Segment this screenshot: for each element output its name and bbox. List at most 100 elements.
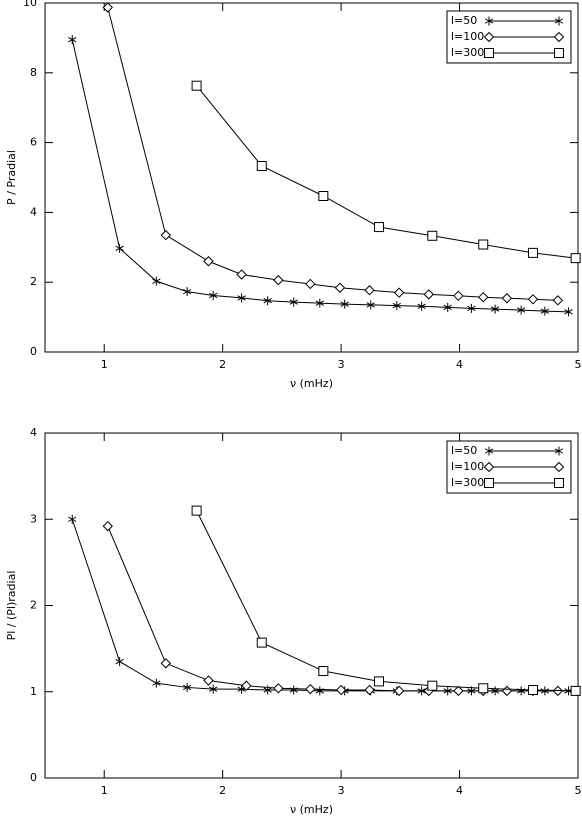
star-stroke bbox=[516, 305, 526, 315]
diamond-shape bbox=[160, 229, 172, 241]
diamond-shape bbox=[478, 291, 489, 303]
diamond-shape bbox=[273, 274, 284, 286]
diamond-marker bbox=[478, 291, 489, 303]
diamond-shape bbox=[483, 31, 495, 43]
star-stroke bbox=[182, 287, 192, 297]
star-stroke bbox=[392, 301, 401, 311]
diamond-shape bbox=[423, 289, 434, 300]
square-marker bbox=[318, 190, 329, 201]
diamond-marker bbox=[423, 289, 434, 300]
x-tick-label: 1 bbox=[101, 784, 108, 797]
star-marker bbox=[490, 304, 500, 314]
star-stroke bbox=[467, 303, 476, 313]
diamond-shape bbox=[305, 683, 316, 695]
diamond-shape bbox=[553, 31, 565, 43]
star-stroke bbox=[68, 35, 77, 45]
y-tick-label: 6 bbox=[30, 136, 37, 149]
square-marker bbox=[427, 230, 438, 241]
square-shape bbox=[527, 247, 538, 258]
diamond-shape bbox=[453, 685, 464, 697]
diamond-shape bbox=[453, 290, 464, 302]
diamond-marker bbox=[364, 684, 375, 696]
diamond-marker bbox=[203, 675, 214, 686]
square-shape bbox=[484, 478, 494, 488]
star-marker bbox=[443, 302, 452, 312]
star-stroke bbox=[152, 678, 161, 688]
star-marker bbox=[152, 678, 161, 688]
star-marker bbox=[417, 301, 426, 311]
square-marker bbox=[191, 80, 202, 91]
diamond-marker bbox=[334, 282, 346, 293]
legend-label: l=100 bbox=[451, 30, 484, 43]
square-marker bbox=[374, 676, 385, 687]
x-tick-label: 5 bbox=[575, 358, 582, 371]
diamond-marker bbox=[483, 31, 495, 43]
diamond-shape bbox=[364, 684, 375, 696]
star-marker bbox=[340, 299, 349, 309]
square-marker bbox=[570, 253, 581, 264]
diamond-marker bbox=[552, 295, 564, 306]
diamond-marker bbox=[527, 294, 539, 305]
diamond-marker bbox=[236, 269, 247, 280]
diamond-marker bbox=[273, 274, 284, 286]
y-tick-label: 2 bbox=[30, 275, 37, 288]
diamond-shape bbox=[527, 294, 539, 305]
x-tick-label: 4 bbox=[456, 784, 463, 797]
diamond-marker bbox=[305, 683, 316, 695]
y-tick-label: 4 bbox=[30, 205, 37, 218]
series-line bbox=[196, 85, 576, 259]
star-marker bbox=[516, 305, 526, 315]
star-marker bbox=[540, 306, 549, 316]
star-stroke bbox=[484, 16, 494, 26]
star-stroke bbox=[554, 16, 564, 26]
diamond-shape bbox=[102, 520, 113, 532]
star-marker bbox=[152, 276, 161, 286]
diamond-marker bbox=[160, 229, 172, 241]
y-tick-label: 1 bbox=[30, 685, 37, 698]
x-axis-label: ν (mHz) bbox=[290, 377, 333, 390]
diamond-marker bbox=[273, 683, 284, 694]
diamond-marker bbox=[553, 31, 565, 43]
square-shape bbox=[527, 685, 538, 696]
star-stroke bbox=[340, 299, 349, 309]
star-marker bbox=[289, 297, 298, 307]
diamond-marker bbox=[501, 685, 513, 697]
star-marker bbox=[315, 298, 324, 308]
diamond-shape bbox=[203, 256, 214, 267]
diamond-marker bbox=[102, 520, 113, 532]
star-stroke bbox=[115, 243, 124, 253]
diamond-shape bbox=[273, 683, 284, 694]
star-marker bbox=[467, 303, 476, 313]
diamond-marker bbox=[393, 685, 405, 697]
square-shape bbox=[554, 48, 564, 58]
diamond-shape bbox=[393, 287, 405, 298]
star-stroke bbox=[554, 446, 564, 456]
star-stroke bbox=[209, 684, 218, 694]
y-tick-label: 0 bbox=[30, 345, 37, 358]
x-axis-label: ν (mHz) bbox=[290, 803, 333, 816]
diamond-shape bbox=[334, 282, 346, 293]
star-marker bbox=[484, 446, 494, 456]
legend-label: l=50 bbox=[451, 14, 477, 27]
diamond-marker bbox=[102, 2, 113, 13]
diamond-marker bbox=[453, 290, 464, 302]
star-stroke bbox=[237, 293, 246, 303]
legend: l=50 l=100 l=300 bbox=[446, 10, 572, 64]
star-marker bbox=[554, 16, 564, 26]
x-tick-label: 4 bbox=[456, 358, 463, 371]
star-stroke bbox=[315, 298, 324, 308]
diamond-marker bbox=[483, 461, 495, 473]
star-stroke bbox=[417, 301, 426, 311]
diamond-marker bbox=[241, 680, 252, 691]
star-stroke bbox=[115, 657, 124, 667]
legend-label: l=100 bbox=[451, 460, 484, 473]
star-stroke bbox=[68, 514, 77, 524]
diamond-marker bbox=[335, 684, 347, 696]
star-stroke bbox=[263, 296, 272, 306]
legend-label: l=300 bbox=[451, 46, 484, 59]
square-marker bbox=[478, 239, 489, 250]
x-tick-label: 3 bbox=[338, 358, 345, 371]
star-marker bbox=[484, 16, 494, 26]
legend-label: l=300 bbox=[451, 476, 484, 489]
square-shape bbox=[318, 190, 329, 201]
